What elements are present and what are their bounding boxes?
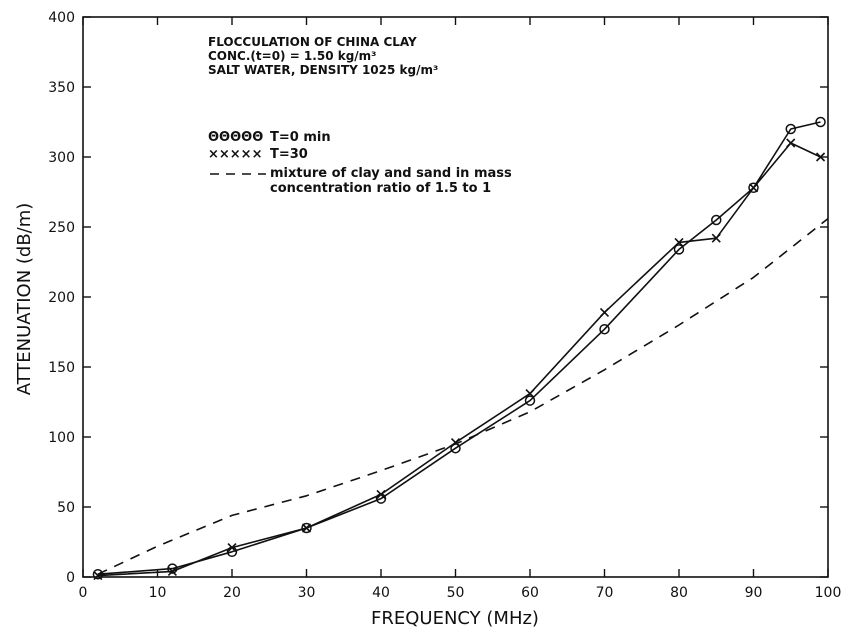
- data-point-circle: [785, 123, 796, 135]
- legend: ΘΘΘΘΘ T=0 min ××××× T=30 mixture of clay…: [208, 130, 512, 196]
- annotation-line-2: CONC.(t=0) = 1.50 kg/m³: [208, 49, 376, 63]
- legend-label-t0: T=0 min: [270, 130, 331, 145]
- x-tick-label: 10: [149, 585, 167, 601]
- data-point-x: [674, 237, 684, 247]
- annotation-block: FLOCCULATION OF CHINA CLAY CONC.(t=0) = …: [208, 35, 438, 77]
- annotation-line-3: SALT WATER, DENSITY 1025 kg/m³: [208, 63, 438, 77]
- data-point-x: [376, 489, 386, 499]
- y-tick-label: 150: [48, 360, 75, 376]
- plot-axes: [82, 16, 829, 578]
- series-line-1: [97, 142, 821, 577]
- annotation-line-1: FLOCCULATION OF CHINA CLAY: [208, 35, 417, 49]
- legend-symbol-t30: ×××××: [208, 147, 262, 162]
- y-tick-label: 350: [48, 80, 75, 96]
- data-point-x: [786, 138, 796, 148]
- data-point-circle: [301, 522, 312, 534]
- data-point-circle: [92, 568, 104, 580]
- y-tick-label: 300: [48, 150, 75, 166]
- data-point-x: [711, 233, 721, 243]
- series-1: [93, 138, 826, 581]
- data-point-circle: [524, 395, 536, 406]
- x-tick-label: 50: [447, 585, 465, 601]
- x-tick-label: 40: [372, 585, 390, 601]
- x-tick-label: 0: [79, 585, 88, 601]
- x-tick-label: 70: [596, 585, 614, 601]
- legend-symbol-t0: ΘΘΘΘΘ: [208, 130, 263, 145]
- x-tick-label: 60: [521, 585, 539, 601]
- x-tick-label: 20: [223, 585, 241, 601]
- series-layer: [92, 116, 829, 581]
- legend-label-mixture-2: concentration ratio of 1.5 to 1: [270, 181, 491, 196]
- y-tick-label: 250: [48, 220, 75, 236]
- data-point-x: [748, 183, 759, 193]
- x-tick-label: 30: [298, 585, 316, 601]
- y-tick-label: 100: [48, 430, 75, 446]
- x-axis-label: FREQUENCY (MHz): [371, 608, 539, 629]
- plot-frame: [82, 16, 829, 578]
- data-point-x: [525, 389, 535, 399]
- data-point-circle: [599, 323, 610, 335]
- data-point-x: [301, 523, 312, 533]
- x-tick-label: 90: [745, 585, 763, 601]
- legend-label-mixture-1: mixture of clay and sand in mass: [270, 166, 512, 181]
- data-point-circle: [711, 214, 722, 226]
- legend-label-t30: T=30: [270, 147, 308, 162]
- x-tick-label: 100: [815, 585, 842, 601]
- y-tick-label: 200: [48, 290, 75, 306]
- y-tick-label: 50: [57, 500, 75, 516]
- data-point-x: [599, 307, 610, 317]
- series-2: [97, 217, 829, 575]
- y-axis-label: ATTENUATION (dB/m): [14, 203, 35, 396]
- data-point-circle: [673, 244, 685, 255]
- data-point-x: [167, 566, 177, 576]
- data-point-circle: [748, 182, 759, 194]
- data-point-circle: [815, 116, 826, 128]
- y-tick-label: 0: [66, 570, 75, 586]
- y-tick-label: 400: [48, 10, 75, 26]
- data-point-circle: [167, 563, 178, 574]
- data-point-x: [227, 543, 237, 553]
- x-tick-label: 80: [670, 585, 688, 601]
- axis-ticks: 0 10 20 30 40 50 60 70 80 90 100 0 50 100 150 200 250 300…: [48, 10, 841, 601]
- series-line-2: [97, 217, 829, 575]
- data-point-x: [815, 152, 826, 162]
